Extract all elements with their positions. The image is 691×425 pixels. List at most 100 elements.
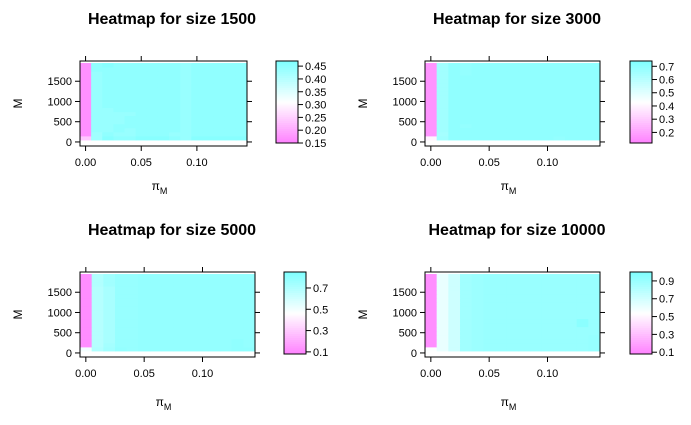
heatmap-cell — [553, 75, 566, 80]
heatmap-cell — [460, 103, 473, 109]
heatmap-cell — [565, 79, 578, 84]
heatmap-cell — [185, 342, 198, 348]
heatmap-cell — [138, 302, 151, 307]
heatmap-cell — [495, 95, 508, 100]
heatmap-cell — [150, 322, 163, 328]
heatmap-cell — [471, 338, 484, 344]
heatmap-cell — [530, 322, 543, 328]
heatmap-cell — [425, 131, 438, 137]
heatmap-cell — [495, 63, 508, 68]
colorbar-segment — [276, 65, 298, 68]
heatmap-cell — [231, 274, 244, 279]
heatmap-cell — [506, 103, 519, 109]
heatmap-cell — [518, 286, 531, 291]
heatmap-cell — [169, 95, 181, 100]
heatmap-cell — [102, 63, 114, 68]
heatmap-cell — [436, 135, 449, 141]
colorbar-segment — [276, 106, 298, 109]
heatmap-cell — [180, 87, 192, 92]
heatmap-cell — [436, 302, 449, 307]
heatmap-cell — [436, 338, 449, 344]
colorbar-frame — [629, 271, 653, 355]
heatmap-cell — [460, 274, 473, 279]
heatmap-cell — [202, 79, 215, 84]
heatmap-cell — [102, 83, 114, 88]
heatmap-cell — [483, 95, 496, 100]
heatmap-cell — [91, 115, 103, 121]
heatmap-cell — [518, 71, 531, 76]
heatmap-cell — [202, 95, 215, 100]
heatmap-cell — [146, 79, 159, 84]
heatmap-cell — [115, 322, 128, 328]
heatmap-cell — [113, 103, 126, 109]
heatmap-cell — [565, 290, 578, 295]
heatmap-cell — [220, 326, 233, 332]
heatmap-cell — [518, 298, 531, 303]
colorbar-segment — [630, 313, 652, 316]
heatmap-cell — [91, 322, 104, 328]
heatmap-cell — [91, 286, 104, 291]
heatmap-cell — [425, 298, 438, 303]
heatmap-cell — [243, 294, 256, 299]
heatmap-cell — [157, 99, 170, 104]
heatmap-cell — [553, 71, 566, 76]
heatmap-panel-4: Heatmap for size 10000 0.00 0.05 0.10 0 500 10… — [356, 222, 674, 412]
colorbar-segment — [630, 325, 652, 328]
x-tick-label: 0.00 — [420, 368, 441, 380]
heatmap-cell — [553, 123, 566, 129]
heatmap-cell — [471, 322, 484, 328]
heatmap-cell — [565, 298, 578, 303]
heatmap-cell — [530, 115, 543, 121]
heatmap-cell — [448, 286, 461, 291]
heatmap-cell — [483, 310, 496, 315]
heatmap-cell — [436, 326, 449, 332]
heatmap-cell — [483, 99, 496, 104]
heatmap-cell — [588, 123, 601, 129]
heatmap-cell — [235, 67, 248, 72]
heatmap-cell — [588, 278, 601, 283]
heatmap-cell — [135, 99, 148, 104]
heatmap-cell — [191, 99, 203, 104]
heatmap-cell — [460, 310, 473, 315]
heatmap-cell — [495, 131, 508, 137]
heatmap-cell — [460, 119, 473, 125]
heatmap-cell — [471, 115, 484, 121]
heatmap-cell — [483, 135, 496, 141]
heatmap-cell — [208, 286, 221, 291]
heatmap-cell — [126, 338, 139, 344]
heatmap-cell — [495, 115, 508, 121]
heatmap-cell — [157, 111, 170, 117]
heatmap-cell — [102, 87, 114, 92]
heatmap-cell — [180, 119, 192, 125]
colorbar-segment — [284, 343, 306, 347]
heatmap-cell — [220, 298, 233, 303]
heatmap-cell — [91, 111, 103, 117]
heatmap-cell — [425, 83, 438, 88]
heatmap-cell — [576, 63, 589, 68]
heatmap-cell — [169, 123, 181, 129]
heatmap-cell — [518, 314, 531, 320]
heatmap-cell — [460, 290, 473, 295]
heatmap-cell — [180, 63, 192, 68]
y-axis-label: M — [356, 99, 370, 109]
heatmap-cell — [425, 310, 438, 315]
heatmap-cell — [208, 282, 221, 287]
colorbar-segment — [630, 335, 652, 339]
heatmap-cell — [553, 310, 566, 315]
heatmap-cell — [102, 115, 114, 121]
heatmap-cell — [483, 107, 496, 113]
heatmap-cell — [224, 119, 237, 125]
heatmap-cell — [506, 115, 519, 121]
colorbar-segment — [630, 321, 652, 324]
heatmap-cell — [213, 95, 226, 100]
heatmap-cell — [103, 326, 116, 332]
heatmap-cell — [553, 334, 566, 340]
heatmap-cell — [460, 302, 473, 307]
heatmap-cell — [553, 322, 566, 328]
heatmap-cell — [102, 123, 114, 129]
colorbar-segment — [630, 278, 652, 281]
heatmap-cell — [138, 294, 151, 299]
plot-frame — [424, 60, 601, 147]
heatmap-cell — [220, 318, 233, 324]
heatmap-cell — [146, 131, 159, 137]
